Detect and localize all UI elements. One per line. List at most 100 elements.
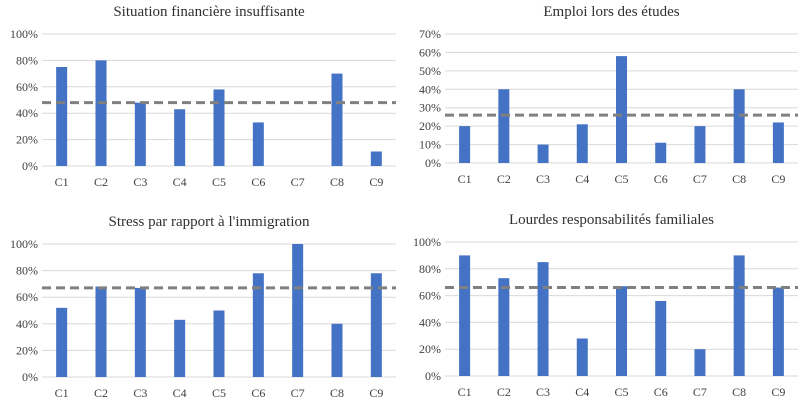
x-category-label: C3	[133, 386, 147, 400]
bar-c8	[331, 73, 343, 166]
bar-c3	[537, 144, 549, 163]
chart-title: Emploi lors des études	[543, 4, 679, 20]
bar-c7	[694, 349, 706, 376]
x-category-label: C5	[614, 172, 628, 186]
chart-svg: Lourdes responsabilités familiales 0% 20% 4…	[413, 212, 798, 399]
y-tick-label: 0%	[22, 370, 38, 384]
x-category-label: C9	[771, 385, 785, 399]
bar-c8	[331, 323, 343, 377]
x-category-label: C1	[458, 172, 472, 186]
y-tick-label: 80%	[419, 262, 441, 276]
y-tick-label: 0%	[425, 156, 441, 170]
x-category-label: C4	[173, 386, 187, 400]
y-tick-label: 20%	[419, 119, 441, 133]
y-tick-label: 100%	[10, 237, 38, 251]
x-category-label: C7	[291, 386, 305, 400]
bar-c4	[576, 338, 588, 376]
bar-c8	[733, 89, 745, 163]
y-tick-label: 0%	[425, 369, 441, 383]
x-category-label: C9	[369, 175, 383, 189]
x-category-label: C9	[369, 386, 383, 400]
bar-c5	[616, 56, 627, 163]
bar-c2	[498, 278, 510, 376]
x-category-label: C9	[771, 172, 785, 186]
x-category-label: C1	[55, 386, 69, 400]
bar-c1	[459, 126, 471, 163]
x-category-label: C4	[575, 172, 589, 186]
x-category-label: C5	[212, 175, 226, 189]
bar-c2	[498, 89, 510, 163]
x-category-label: C2	[497, 385, 511, 399]
bar-c6	[655, 300, 667, 376]
y-tick-label: 100%	[413, 235, 441, 249]
bar-c4	[576, 124, 588, 163]
x-category-label: C6	[654, 172, 668, 186]
bar-c9	[772, 122, 784, 163]
bar-c1	[56, 67, 68, 166]
bar-c5	[213, 89, 225, 166]
chart-svg: Emploi lors des études 0% 10% 20% 30% 40% 50% 6…	[419, 4, 798, 186]
x-category-label: C7	[693, 385, 707, 399]
y-tick-label: 40%	[419, 315, 441, 329]
x-category-label: C1	[458, 385, 472, 399]
x-category-label: C6	[251, 386, 265, 400]
x-category-label: C4	[173, 175, 187, 189]
bar-c5	[213, 310, 225, 377]
bar-c5	[616, 286, 627, 376]
x-category-label: C2	[94, 386, 108, 400]
x-category-label: C8	[732, 385, 746, 399]
bar-c7	[694, 126, 706, 163]
y-tick-label: 20%	[419, 342, 441, 356]
y-tick-label: 70%	[419, 27, 441, 41]
y-tick-label: 20%	[16, 343, 38, 357]
bar-c1	[459, 255, 471, 376]
y-tick-label: 60%	[16, 80, 38, 94]
x-category-label: C3	[536, 172, 550, 186]
bar-c6	[252, 122, 264, 166]
y-tick-label: 0%	[22, 159, 38, 173]
x-category-label: C5	[614, 385, 628, 399]
chart-svg: Stress par rapport à l'immigration 0% 20% 4…	[10, 214, 396, 400]
bar-c2	[95, 286, 107, 377]
x-category-label: C2	[94, 175, 108, 189]
bar-c9	[370, 151, 382, 166]
x-category-label: C4	[575, 385, 589, 399]
bar-c3	[134, 102, 146, 166]
x-category-label: C6	[654, 385, 668, 399]
x-category-label: C3	[133, 175, 147, 189]
chart-emploi-etudes: Emploi lors des études 0% 10% 20% 30% 40% 50% 6…	[403, 0, 805, 200]
bar-c2	[95, 60, 107, 166]
x-category-label: C8	[330, 175, 344, 189]
bar-c4	[174, 109, 186, 166]
y-tick-label: 30%	[419, 101, 441, 115]
x-category-label: C5	[212, 386, 226, 400]
chart-situation-financiere: Situation financière insuffisante 0% 20% 40…	[0, 0, 402, 200]
y-tick-label: 40%	[16, 106, 38, 120]
y-tick-label: 20%	[16, 133, 38, 147]
y-tick-label: 80%	[16, 264, 38, 278]
x-category-label: C8	[732, 172, 746, 186]
chart-stress-immigration: Stress par rapport à l'immigration 0% 20% 4…	[0, 205, 402, 401]
chart-title: Lourdes responsabilités familiales	[509, 212, 714, 228]
y-tick-label: 80%	[16, 53, 38, 67]
chart-responsabilites-familiales: Lourdes responsabilités familiales 0% 20% 4…	[403, 205, 805, 401]
x-category-label: C6	[251, 175, 265, 189]
y-tick-label: 100%	[10, 27, 38, 41]
chart-title: Stress par rapport à l'immigration	[109, 214, 310, 230]
y-tick-label: 40%	[16, 317, 38, 331]
x-category-label: C3	[536, 385, 550, 399]
y-tick-label: 10%	[419, 138, 441, 152]
x-category-label: C7	[291, 175, 305, 189]
bar-c7	[292, 244, 304, 377]
bar-c3	[134, 287, 146, 377]
y-tick-label: 60%	[16, 290, 38, 304]
bar-c6	[655, 142, 667, 163]
y-tick-label: 40%	[419, 82, 441, 96]
bar-c8	[733, 255, 745, 376]
x-category-label: C7	[693, 172, 707, 186]
y-tick-label: 60%	[419, 45, 441, 59]
x-category-label: C2	[497, 172, 511, 186]
bar-c1	[56, 307, 68, 377]
chart-svg: Situation financière insuffisante 0% 20% 40…	[10, 4, 396, 189]
y-tick-label: 60%	[419, 289, 441, 303]
